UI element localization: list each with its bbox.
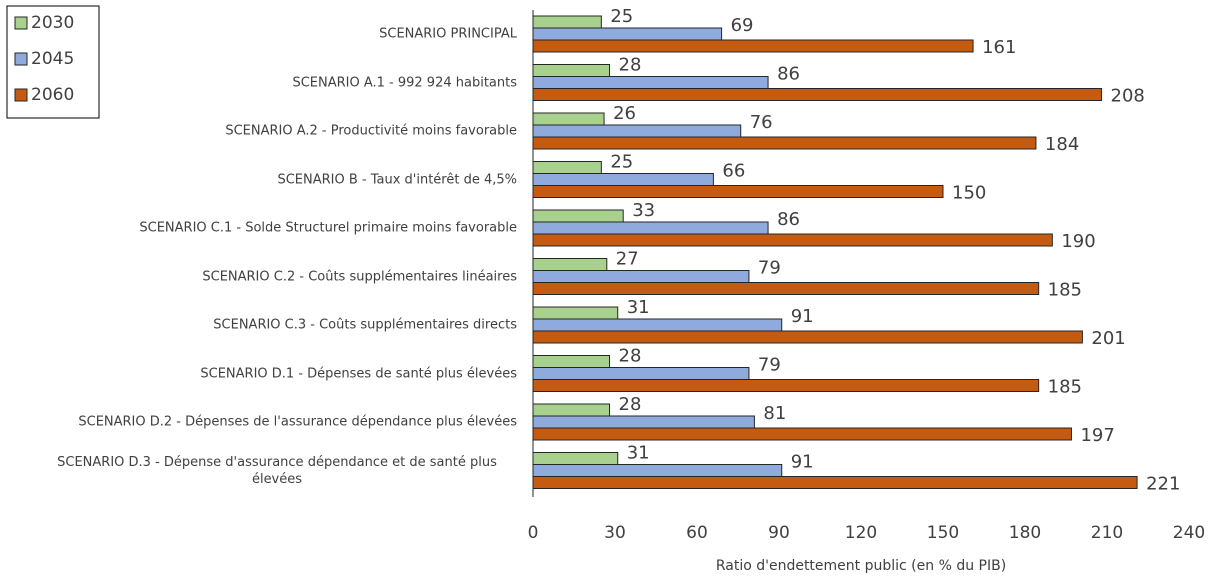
data-label: 197	[1080, 425, 1114, 446]
x-tick-label: 150	[927, 523, 959, 543]
data-label: 161	[982, 37, 1016, 58]
bar	[532, 270, 750, 283]
bar	[532, 88, 1103, 101]
data-label: 26	[613, 103, 636, 124]
bar	[532, 427, 1072, 441]
bar	[532, 124, 742, 138]
bar	[532, 367, 750, 380]
data-label: 91	[791, 306, 814, 327]
bar	[532, 209, 624, 223]
bar	[532, 452, 619, 465]
category-label: SCENARIO B - Taux d'intérêt de 4,5%	[277, 172, 517, 187]
bar	[532, 76, 769, 89]
bar	[532, 161, 602, 174]
legend-label: 2060	[31, 85, 74, 105]
data-label: 76	[750, 112, 773, 133]
data-label: 208	[1111, 86, 1145, 107]
category-label: SCENARIO D.3 - Dépense d'assurance dépen…	[57, 454, 497, 487]
bar	[532, 27, 723, 41]
data-label: 28	[619, 346, 642, 367]
bar	[532, 318, 783, 332]
data-label: 31	[627, 297, 650, 318]
category-label: SCENARIO C.3 - Coûts supplémentaires dir…	[213, 317, 517, 333]
data-label: 190	[1061, 231, 1095, 252]
data-label: 25	[610, 6, 633, 27]
x-tick-label: 210	[1091, 523, 1123, 543]
legend-swatch	[14, 16, 28, 30]
bar	[532, 330, 1083, 344]
category-label: SCENARIO PRINCIPAL	[379, 26, 517, 42]
bar	[532, 476, 1138, 489]
category-label: SCENARIO A.1 - 992 924 habitants	[292, 75, 517, 90]
bar	[532, 415, 755, 429]
data-label: 86	[777, 209, 800, 230]
data-label: 31	[627, 443, 650, 464]
bar	[532, 379, 1040, 392]
legend-swatch	[14, 52, 28, 66]
bar	[532, 15, 602, 29]
bar	[532, 64, 611, 77]
category-label: SCENARIO A.2 - Productivité moins favora…	[225, 123, 517, 139]
bar	[532, 355, 611, 368]
data-label: 33	[632, 200, 655, 221]
x-tick-label: 90	[768, 523, 790, 543]
data-label: 28	[619, 55, 642, 76]
bar	[532, 282, 1040, 295]
bar	[532, 403, 611, 417]
data-label: 201	[1091, 328, 1125, 349]
x-tick-label: 30	[604, 523, 626, 543]
legend-label: 2030	[31, 13, 74, 33]
data-label: 221	[1146, 474, 1180, 495]
x-axis-title: Ratio d'endettement public (en % du PIB)	[716, 558, 1006, 574]
x-tick-label: 0	[528, 523, 539, 543]
data-label: 184	[1045, 134, 1079, 155]
bar	[532, 173, 714, 186]
bar	[532, 464, 783, 477]
bar	[532, 233, 1053, 247]
legend-label: 2045	[31, 49, 74, 69]
data-label: 25	[610, 152, 633, 173]
data-label: 185	[1048, 280, 1082, 301]
data-label: 81	[763, 403, 786, 424]
x-tick-label: 240	[1173, 523, 1205, 543]
data-label: 28	[619, 394, 642, 415]
data-label: 79	[758, 355, 781, 376]
category-label: SCENARIO D.2 - Dépenses de l'assurance d…	[78, 414, 517, 430]
data-label: 79	[758, 258, 781, 279]
data-label: 69	[731, 15, 754, 36]
x-tick-label: 180	[1009, 523, 1041, 543]
x-tick-label: 60	[686, 523, 708, 543]
bar	[532, 258, 608, 271]
legend-swatch	[14, 88, 28, 102]
x-tick-label: 120	[845, 523, 877, 543]
data-label: 150	[952, 183, 986, 204]
category-label: SCENARIO C.1 - Solde Structurel primaire…	[139, 220, 517, 236]
category-label: SCENARIO C.2 - Coûts supplémentaires lin…	[202, 269, 517, 284]
data-label: 91	[791, 452, 814, 473]
bar	[532, 39, 974, 53]
bar	[532, 185, 944, 198]
data-label: 27	[616, 249, 639, 270]
bar	[532, 306, 619, 320]
bar	[532, 221, 769, 235]
data-label: 86	[777, 64, 800, 85]
category-label: SCENARIO D.1 - Dépenses de santé plus él…	[200, 366, 517, 381]
bar	[532, 112, 605, 126]
bar	[532, 136, 1037, 150]
data-label: 185	[1048, 377, 1082, 398]
data-label: 66	[722, 161, 745, 182]
